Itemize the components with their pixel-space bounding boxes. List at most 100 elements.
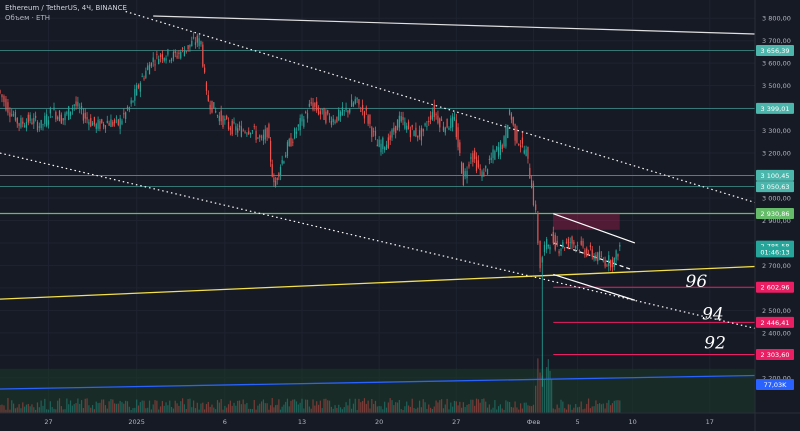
volume-bar: [132, 408, 134, 413]
volume-bar: [143, 400, 145, 413]
volume-bar: [437, 402, 439, 413]
volume-bar: [380, 406, 382, 413]
candle-body: [202, 44, 204, 67]
volume-bar: [91, 405, 94, 413]
volume-bar: [7, 398, 9, 413]
candle-body: [226, 116, 228, 119]
candle-body: [488, 158, 490, 161]
candle-body: [161, 54, 163, 59]
volume-bar: [180, 401, 182, 413]
price-label-text: 01:46:13: [760, 248, 789, 256]
candle-body: [422, 128, 424, 132]
candle-body: [578, 250, 580, 251]
candle-body: [535, 204, 537, 211]
volume-bar: [110, 399, 112, 413]
volume-bar: [80, 400, 83, 413]
y-tick-label: 3 600,00: [762, 60, 791, 68]
volume-bar: [24, 406, 26, 413]
volume-bar: [224, 405, 226, 413]
volume-bar: [58, 398, 61, 413]
candle-body: [82, 113, 84, 121]
volume-bar: [84, 398, 86, 413]
volume-bar: [12, 403, 15, 413]
candle-body: [262, 134, 265, 141]
candle-body: [35, 115, 37, 118]
volume-bar: [136, 399, 138, 413]
candle-body: [575, 246, 577, 249]
volume-bar: [485, 401, 487, 413]
volume-bar: [323, 398, 325, 413]
volume-bar: [294, 399, 296, 413]
volume-bar: [448, 409, 450, 413]
volume-bar: [325, 398, 327, 413]
candle-body: [325, 111, 327, 123]
y-tick-label: 3 300,00: [762, 127, 791, 135]
candle-body: [255, 131, 257, 140]
candle-body: [619, 245, 621, 247]
candle-body: [507, 124, 509, 138]
volume-bar: [595, 400, 597, 413]
candle-body: [398, 115, 400, 128]
candle-body: [330, 120, 332, 125]
volume-bar: [525, 402, 527, 413]
candle-body: [514, 123, 516, 141]
candle-body: [354, 99, 356, 104]
volume-bar: [460, 407, 463, 413]
volume-bar: [31, 404, 33, 413]
candle-body: [418, 130, 421, 137]
volume-bar: [475, 398, 478, 413]
volume-bar: [27, 403, 29, 413]
volume-bar: [271, 398, 273, 413]
candle-body: [597, 252, 599, 262]
price-label-box: [756, 348, 794, 360]
volume-bar: [523, 402, 525, 413]
trend-lines[interactable]: [0, 10, 756, 390]
volume-bar: [350, 408, 353, 413]
candle-body: [494, 151, 496, 160]
top-trend-line: [153, 15, 756, 35]
candle-body: [185, 51, 187, 52]
candle-body: [472, 153, 474, 163]
volume-bar: [613, 400, 615, 413]
volume-bar: [269, 405, 272, 413]
volume-bar: [178, 405, 180, 413]
volume-bar: [374, 400, 377, 413]
price-label-text: 3 656,39: [761, 47, 790, 55]
candle-body: [516, 128, 518, 143]
volume-bar: [334, 405, 336, 413]
volume-bar: [121, 402, 123, 413]
handwritten-annotation: 94: [702, 304, 724, 324]
y-tick-label: 2 700,00: [762, 262, 791, 270]
volume-bar: [455, 401, 457, 413]
volume-bar: [259, 403, 261, 413]
candle-body: [319, 111, 321, 115]
candle-body: [341, 107, 344, 116]
candle-body: [505, 126, 507, 147]
candle-body: [558, 251, 560, 254]
volume-bar: [119, 400, 121, 413]
candle-body: [40, 119, 42, 129]
candle-body: [134, 88, 136, 101]
volume-bar: [571, 409, 573, 413]
candle-body: [233, 121, 235, 124]
candle-body: [218, 115, 220, 122]
candle-body: [246, 133, 248, 135]
candle-body: [435, 114, 437, 116]
candle-body: [389, 135, 391, 140]
candle-body: [159, 54, 162, 58]
volume-bar: [139, 402, 141, 413]
candle-body: [266, 127, 268, 138]
candle-body: [292, 141, 294, 143]
candle-body: [369, 114, 371, 124]
candle-body: [539, 240, 541, 269]
price-label-text: 3 399,01: [761, 105, 790, 113]
candle-body: [95, 123, 97, 129]
volume-bar: [231, 405, 233, 413]
volume-bar: [69, 400, 72, 413]
candle-body: [200, 41, 202, 45]
volume-bar: [472, 399, 474, 413]
candle-body: [130, 100, 132, 104]
candle-body: [115, 117, 118, 119]
candle-body: [112, 121, 114, 126]
